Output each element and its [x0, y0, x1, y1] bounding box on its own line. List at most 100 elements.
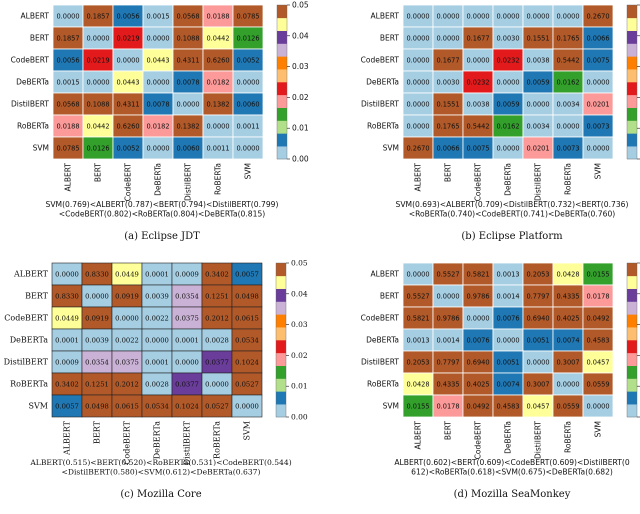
- colorbar-segment: [276, 275, 286, 289]
- colorbar-tick-label: 0.03: [292, 62, 309, 71]
- row-tick-label: SVM: [33, 144, 49, 153]
- colorbar-segment: [627, 340, 637, 354]
- cell-value-label: 0.0568: [176, 12, 199, 20]
- cell-value-label: 0.0615: [115, 402, 139, 410]
- cell-value-label: 0.0201: [586, 100, 609, 108]
- cell-value-label: 0.0022: [115, 336, 139, 344]
- cell-value-label: 0.0919: [85, 314, 109, 322]
- cell-value-label: 0.0232: [496, 56, 519, 64]
- cell-value-label: 0.4025: [466, 380, 489, 388]
- cell-value-label: 0.0052: [116, 144, 139, 152]
- cell-value-label: 0.0000: [526, 100, 549, 108]
- cell-value-label: 0.0182: [146, 122, 169, 130]
- cell-value-label: 0.0000: [86, 34, 109, 42]
- cell-value-label: 0.0000: [145, 336, 169, 344]
- cell-value-label: 0.5442: [466, 122, 489, 130]
- heatmap-mozilla-core: 0.0000 0.8330 0.0449 0.0001 0.0009 0.3402 0.00…: [4, 259, 308, 501]
- ranking-caption-line: ALBERT(0.515)<BERT(0.520)<RoBERTa(0.531)…: [29, 458, 291, 467]
- cell-value-label: 0.0057: [55, 402, 79, 410]
- cell-value-label: 0.0377: [205, 358, 229, 366]
- cell-value-label: 0.0038: [526, 56, 549, 64]
- colorbar-segment: [277, 94, 287, 108]
- cell-value-label: 0.0919: [115, 292, 139, 300]
- column-tick-label: DistilBERT: [183, 420, 192, 465]
- cell-value-label: 0.0615: [235, 314, 259, 322]
- cell-value-label: 0.0013: [406, 336, 429, 344]
- cell-value-label: 0.0000: [526, 358, 549, 366]
- cell-value-label: 0.0066: [586, 34, 609, 42]
- cell-value-label: 0.0028: [145, 380, 169, 388]
- chart-title: (a) Eclipse JDT: [124, 231, 200, 242]
- cell-value-label: 0.0056: [116, 12, 139, 20]
- column-tick-label: BERT: [94, 163, 103, 183]
- cell-value-label: 0.4311: [116, 100, 139, 108]
- colorbar-segment: [627, 288, 637, 302]
- cell-value-label: 0.0188: [56, 122, 79, 130]
- colorbar-segment: [627, 69, 637, 83]
- cell-value-label: 0.0015: [146, 12, 169, 20]
- chart-title: (d) Mozilla SeaMonkey: [454, 489, 571, 500]
- column-tick-label: DeBERTa: [504, 163, 513, 196]
- row-tick-label: SVM: [383, 144, 399, 153]
- cell-value-label: 0.0014: [496, 292, 519, 300]
- cell-value-label: 0.0178: [436, 402, 459, 410]
- cell-value-label: 0.0000: [496, 12, 519, 20]
- column-tick-label: ALBERT: [64, 163, 73, 192]
- cell-value-label: 0.1857: [56, 34, 79, 42]
- cell-value-label: 0.0030: [496, 34, 519, 42]
- cell-value-label: 0.0074: [556, 336, 579, 344]
- column-tick-label: BERT: [444, 421, 453, 441]
- cell-value-label: 0.0375: [115, 358, 139, 366]
- cell-value-label: 0.0527: [235, 380, 259, 388]
- cell-value-label: 0.2053: [406, 358, 429, 366]
- cell-value-label: 0.0000: [436, 292, 459, 300]
- cell-value-label: 0.6260: [116, 122, 139, 130]
- cell-value-label: 0.0354: [85, 358, 109, 366]
- cell-value-label: 0.0066: [436, 144, 459, 152]
- cell-value-label: 0.0075: [586, 56, 609, 64]
- colorbar-tick-label: 0.02: [291, 351, 308, 360]
- cell-value-label: 0.0014: [436, 336, 459, 344]
- colorbar-tick-label: 0.00: [292, 155, 309, 164]
- panel-mozilla-seamonkey: 0.0000 0.5527 0.5821 0.0013 0.2053 0.0428 0.01…: [320, 255, 640, 510]
- cell-value-label: 0.0056: [56, 56, 79, 64]
- colorbar-segment: [276, 327, 286, 341]
- cell-value-label: 0.0442: [206, 34, 229, 42]
- column-tick-label: RoBERTa: [564, 163, 573, 195]
- column-tick-label: SVM: [594, 421, 603, 437]
- row-tick-label: RoBERTa: [17, 122, 49, 131]
- cell-value-label: 0.0000: [466, 12, 489, 20]
- cell-value-label: 0.0075: [466, 144, 489, 152]
- colorbar-segment: [627, 314, 637, 328]
- cell-value-label: 0.1382: [176, 122, 199, 130]
- cell-value-label: 0.0009: [55, 358, 79, 366]
- cell-value-label: 0.1677: [436, 56, 459, 64]
- colorbar-segment: [627, 82, 637, 96]
- ranking-caption-line: ALBERT(0.602)<BERT(0.609)<CodeBERT(0.609…: [394, 458, 629, 467]
- cell-value-label: 0.0001: [55, 336, 79, 344]
- colorbar-segment: [276, 378, 286, 392]
- row-tick-label: SVM: [29, 402, 48, 411]
- cell-value-label: 0.4583: [496, 402, 519, 410]
- column-tick-label: BERT: [93, 420, 102, 444]
- colorbar-segment: [627, 327, 637, 341]
- colorbar-tick-label: 0.03: [291, 320, 308, 329]
- row-tick-label: BERT: [25, 292, 49, 301]
- colorbar-segment: [627, 120, 637, 134]
- cell-value-label: 0.0000: [146, 78, 169, 86]
- cell-value-label: 0.6940: [466, 358, 489, 366]
- row-tick-label: RoBERTa: [10, 380, 48, 389]
- colorbar-frame: [275, 262, 287, 418]
- colorbar-frame: [276, 4, 288, 160]
- cell-value-label: 0.0000: [406, 122, 429, 130]
- column-tick-label: SVM: [594, 163, 603, 179]
- colorbar-segment: [627, 94, 637, 108]
- colorbar-segment: [276, 404, 286, 418]
- cell-value-label: 0.4335: [436, 380, 459, 388]
- cell-value-label: 0.0000: [496, 336, 519, 344]
- cell-value-label: 0.0162: [496, 122, 519, 130]
- cell-value-label: 0.0000: [85, 292, 109, 300]
- cell-value-label: 0.0000: [496, 144, 519, 152]
- heatmap-cell: [582, 394, 614, 418]
- cell-value-label: 0.0000: [586, 144, 609, 152]
